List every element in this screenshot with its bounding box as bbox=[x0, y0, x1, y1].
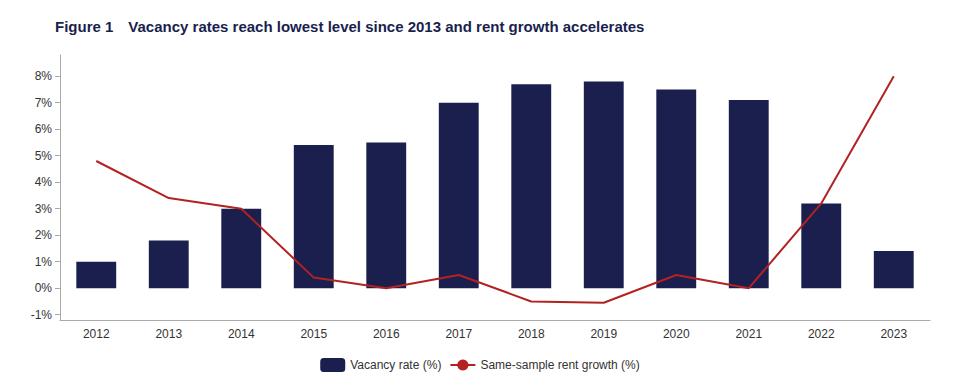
svg-text:6%: 6% bbox=[35, 122, 53, 136]
svg-text:1%: 1% bbox=[35, 255, 53, 269]
svg-text:Same-sample rent growth (%): Same-sample rent growth (%) bbox=[480, 358, 639, 372]
svg-text:2014: 2014 bbox=[228, 327, 255, 341]
svg-text:2023: 2023 bbox=[880, 327, 907, 341]
svg-text:2017: 2017 bbox=[445, 327, 472, 341]
svg-text:5%: 5% bbox=[35, 149, 53, 163]
svg-text:2022: 2022 bbox=[808, 327, 835, 341]
svg-text:2021: 2021 bbox=[735, 327, 762, 341]
svg-text:7%: 7% bbox=[35, 96, 53, 110]
svg-text:2019: 2019 bbox=[590, 327, 617, 341]
svg-text:2016: 2016 bbox=[373, 327, 400, 341]
svg-text:Vacancy rates reach lowest lev: Vacancy rates reach lowest level since 2… bbox=[128, 18, 644, 35]
svg-text:-1%: -1% bbox=[31, 308, 53, 322]
svg-text:2012: 2012 bbox=[83, 327, 110, 341]
svg-text:8%: 8% bbox=[35, 69, 53, 83]
svg-text:2013: 2013 bbox=[155, 327, 182, 341]
svg-text:Figure 1: Figure 1 bbox=[55, 18, 113, 35]
svg-text:3%: 3% bbox=[35, 202, 53, 216]
svg-text:2%: 2% bbox=[35, 228, 53, 242]
svg-text:4%: 4% bbox=[35, 175, 53, 189]
svg-text:0%: 0% bbox=[35, 281, 53, 295]
svg-text:2018: 2018 bbox=[518, 327, 545, 341]
svg-text:2015: 2015 bbox=[300, 327, 327, 341]
svg-text:Vacancy rate (%): Vacancy rate (%) bbox=[350, 358, 441, 372]
svg-text:2020: 2020 bbox=[663, 327, 690, 341]
